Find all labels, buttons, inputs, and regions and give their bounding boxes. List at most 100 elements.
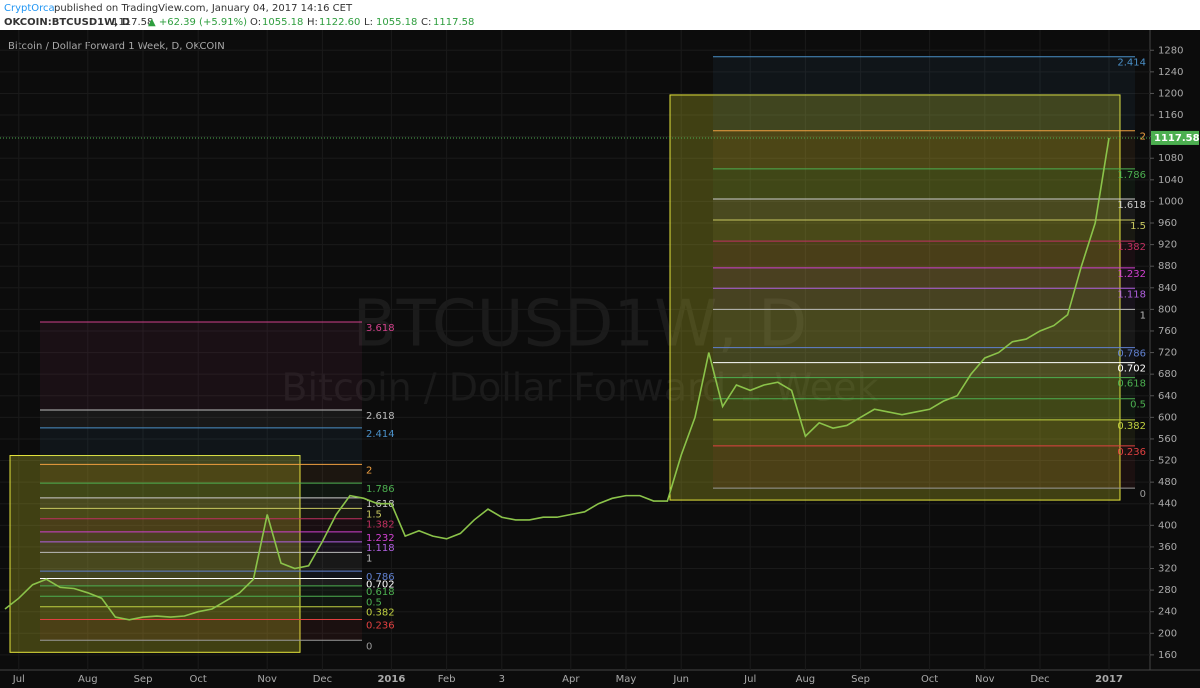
fib-label: 0 [366,641,372,652]
fib-box [669,94,1121,501]
y-tick-label: 1200 [1158,88,1183,99]
fib-zone [713,347,1135,363]
fib-zone [40,619,362,641]
fib-label: 0.382 [1117,421,1146,432]
y-tick-label: 800 [1158,304,1177,315]
fib-zone [40,483,362,498]
fib-label: 0.5 [1130,400,1146,411]
last-price-label: 1117.58 [1154,133,1200,144]
x-tick-label: Sep [851,674,870,685]
published: published on TradingView.com, January 04… [54,3,353,14]
fib-zone [40,409,362,428]
fib-zone [40,531,362,542]
fib-zone [713,309,1135,348]
y-tick-label: 640 [1158,391,1177,402]
x-tick-label: Dec [313,674,332,685]
x-tick-label: Nov [975,674,995,685]
y-tick-label: 200 [1158,628,1177,639]
fib-zone [40,585,362,597]
fib-zone [40,541,362,553]
fib-label: 0 [1140,489,1146,500]
y-tick-label: 240 [1158,607,1177,618]
y-tick-label: 320 [1158,564,1177,575]
fib-zone [40,578,362,586]
fib-zone [40,552,362,572]
fib-zone [713,130,1135,169]
y-tick-label: 1000 [1158,196,1183,207]
last-price-box [1151,130,1199,145]
fib-zone [40,508,362,519]
ohlc-key: C: [421,17,431,28]
x-tick-label: 2016 [377,674,405,685]
x-tick-label: 3 [499,674,505,685]
ohlc-value: 1055.18 [376,17,417,28]
change: ▲ +62.39 (+5.91%) [148,17,247,28]
y-tick-label: 280 [1158,585,1177,596]
fib-label: 1.118 [1117,289,1146,300]
fib-label: 1.118 [366,543,395,554]
y-tick-label: 840 [1158,283,1177,294]
x-tick-label: Jun [672,674,689,685]
fib-label: 1.618 [1117,200,1146,211]
x-tick-label: Sep [134,674,153,685]
author[interactable]: CryptOrca [4,3,55,14]
fib-zone [713,198,1135,221]
ohlc-key: O: [250,17,261,28]
ohlc: O: 1055.18 H: 1122.60 L: 1055.18 C: 1117.58 [250,17,474,28]
fib-label: 2.618 [366,411,395,422]
fib-zone [713,377,1135,399]
x-tick-label: Oct [190,674,207,685]
fib-label: 2.414 [366,429,395,440]
fib-zone [713,398,1135,420]
fib-label: 2.414 [1117,58,1146,69]
y-tick-label: 920 [1158,240,1177,251]
fib-label: 0.786 [366,572,395,583]
fib-zone [40,497,362,509]
y-tick-label: 1280 [1158,45,1183,56]
x-tick-label: Dec [1030,674,1049,685]
fib-zone [713,362,1135,378]
ohlc-value: 1055.18 [262,17,303,28]
ohlc-key: H: [307,17,318,28]
fib-label: 1 [366,553,372,564]
fib-label: 0.702 [1117,364,1146,375]
y-tick-label: 1240 [1158,67,1183,78]
fib-zone [40,427,362,465]
fib-label: 1.382 [366,520,395,531]
price-line [4,137,1110,621]
y-tick-label: 1160 [1158,110,1183,121]
ohlc-key: L: [364,17,373,28]
y-tick-label: 440 [1158,499,1177,510]
fib-zone [713,288,1135,310]
fib-label: 0.236 [366,621,395,632]
fib-label: 1.5 [366,509,382,520]
fib-zone [40,518,362,532]
chart-title: Bitcoin / Dollar Forward 1 Week, D, OKCO… [8,41,225,52]
last: 1117.58 [112,17,153,28]
y-tick-label: 880 [1158,261,1177,272]
watermark: Bitcoin / Dollar Forward 1 Week [281,366,878,410]
fib-label: 0.702 [366,580,395,591]
fib-label: 2 [1140,132,1146,143]
fib-label: 1 [1140,310,1146,321]
x-tick-label: Aug [78,674,98,685]
y-tick-label: 680 [1158,369,1177,380]
watermark: BTCUSD1W, D [353,288,808,362]
fib-zone [40,464,362,484]
fib-zone [713,241,1135,268]
x-tick-label: Aug [796,674,816,685]
x-tick-label: Apr [562,674,580,685]
fib-label: 1.5 [1130,221,1146,232]
fib-zone [40,571,362,579]
y-tick-label: 960 [1158,218,1177,229]
fib-zone [40,321,362,410]
y-tick-label: 360 [1158,542,1177,553]
fib-label: 2 [366,465,372,476]
fib-label: 1.232 [1117,269,1146,280]
fib-label: 0.618 [1117,379,1146,390]
fib-label: 1.786 [366,484,395,495]
fib-zone [713,419,1135,446]
fib-label: 0.382 [366,608,395,619]
x-tick-label: Oct [921,674,938,685]
